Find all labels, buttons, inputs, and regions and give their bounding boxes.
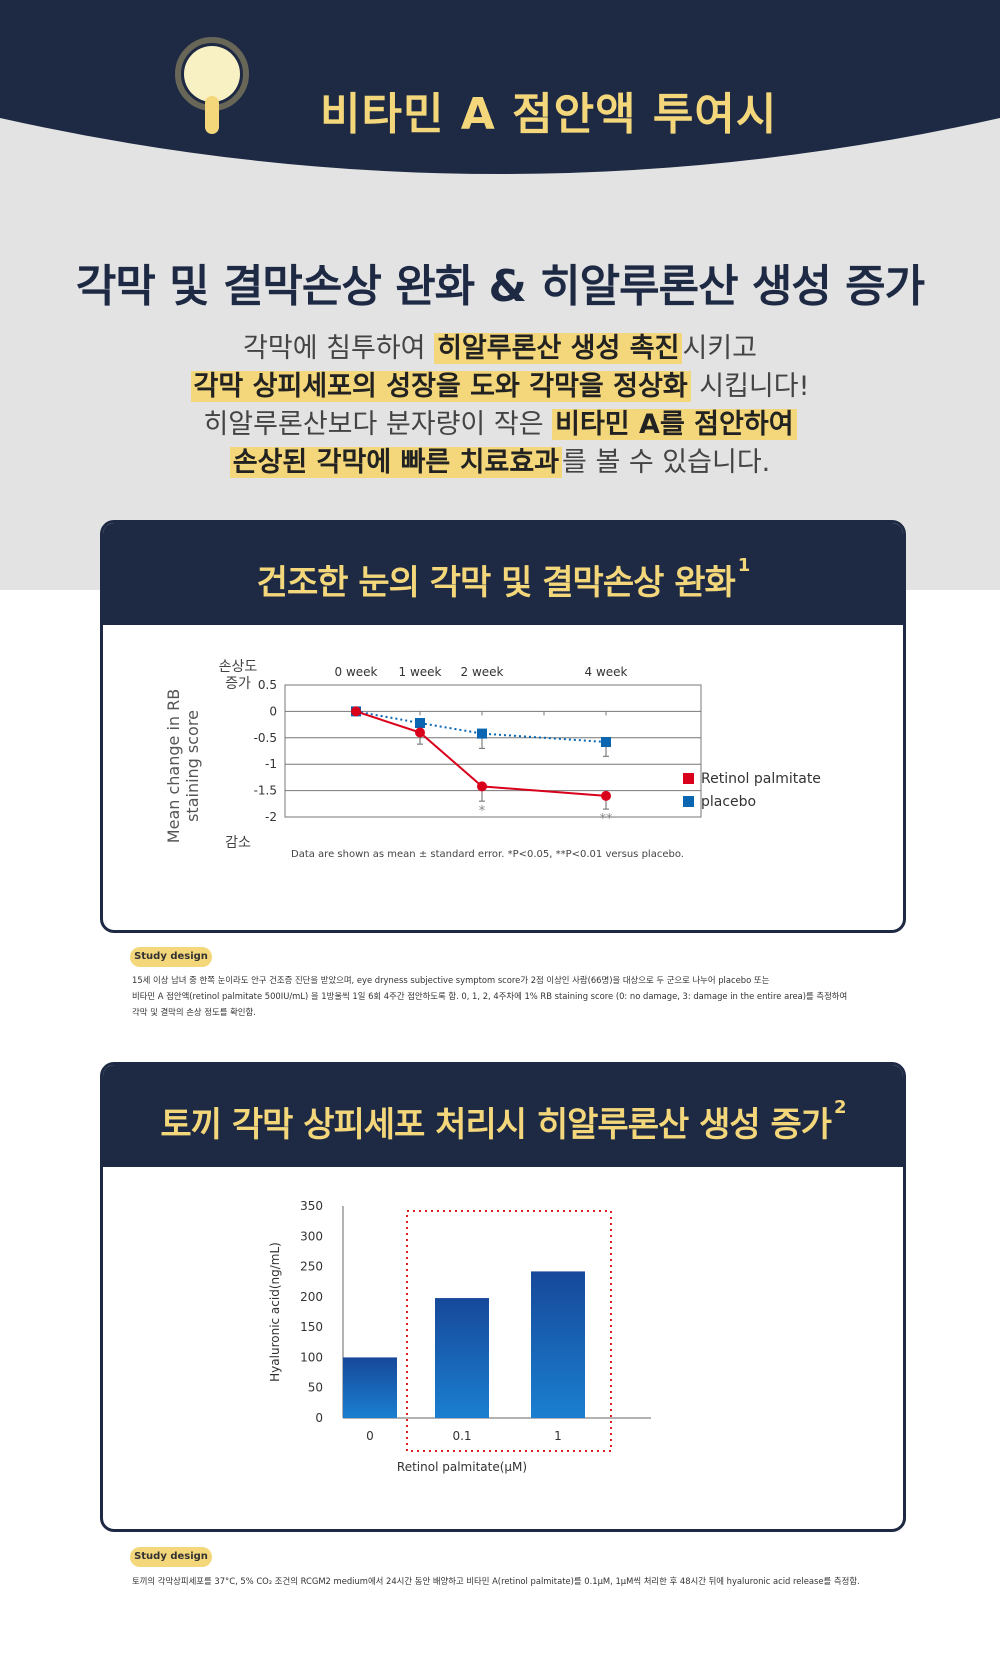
lightbulb-icon	[175, 37, 249, 134]
hero-title: 비타민 A 점안액 투여시	[320, 89, 778, 140]
week-label: 2 week	[461, 665, 504, 679]
data-point	[415, 718, 425, 729]
data-point	[477, 781, 487, 792]
card-title: 토끼 각막 상피세포 처리시 히알루론산 생성 증가 2	[160, 1097, 846, 1145]
y-tick-label: 0	[269, 704, 277, 718]
description-line-4: 손상된 각막에 빠른 치료효과 를 볼 수 있습니다.	[0, 444, 1000, 482]
study-design-text: 15세 이상 남녀 중 한쪽 눈이라도 안구 건조증 진단을 받았으며, eye…	[132, 975, 848, 1017]
card-title: 건조한 눈의 각막 및 결막손상 완화 1	[256, 555, 751, 603]
rb-staining-line-chart: 0.5 0 -0.5 -1 -1.5 -2 0 week 1 week 2 week 4 week…	[164, 659, 821, 860]
hero-banner: 비타민 A 점안액 투여시	[0, 0, 1000, 200]
corneal-damage-card: 건조한 눈의 각막 및 결막손상 완화 1 0.5 0 -0.5 -1 -1.5 -2 0 w…	[100, 520, 906, 933]
data-point	[601, 790, 611, 801]
y-tick-label: 250	[300, 1260, 323, 1274]
y-tick-label: 0	[315, 1411, 323, 1425]
card-header: 건조한 눈의 각막 및 결막손상 완화 1	[103, 523, 903, 625]
data-point	[415, 727, 425, 738]
hyaluronic-acid-bar-chart: 350 300 250 200 150 100 50 0 0 0.1 1 Hyaluronic aci…	[268, 1199, 651, 1474]
bar	[435, 1298, 489, 1418]
plot-frame	[284, 684, 702, 818]
x-axis-title: Retinol palmitate(μM)	[397, 1460, 527, 1474]
series-line	[355, 710, 607, 797]
y-axis-title-line2: staining score	[183, 710, 202, 822]
week-label: 1 week	[399, 665, 442, 679]
legend-swatch	[683, 773, 694, 784]
data-point	[351, 706, 361, 717]
y-tick-label: -1.5	[254, 784, 277, 798]
study-design-text: 토끼의 각막상피세포를 37°C, 5% CO₂ 조건의 RCGM2 mediu…	[132, 1576, 860, 1586]
y-tick-label: -2	[265, 810, 277, 824]
y-tick-label: 50	[308, 1381, 323, 1395]
study-design-badge: Study design	[130, 1547, 212, 1567]
highlight-box	[406, 1210, 612, 1452]
y-tick-label: 300	[300, 1229, 323, 1243]
significance-mark: **	[600, 812, 614, 827]
y-tick-label: 350	[300, 1199, 323, 1213]
y-tick-label: 150	[300, 1320, 323, 1334]
legend-label: placebo	[701, 794, 756, 810]
y-tick-label: 200	[300, 1290, 323, 1304]
y-bottom-label: 감소	[225, 835, 251, 851]
series-line	[355, 710, 607, 744]
description: 각막에 침투하여 히알루론산 생성 촉진 시키고 각막 상피세포의 성장을 도와 …	[0, 330, 1000, 482]
week-label: 0 week	[335, 665, 378, 679]
description-line-2: 각막 상피세포의 성장을 도와 각막을 정상화 시킵니다!	[0, 368, 1000, 406]
y-axis-title: Mean change in RBstaining score	[164, 689, 202, 843]
description-line-3: 히알루론산보다 분자량이 작은 비타민 A를 점안하여	[0, 406, 1000, 444]
hyaluronic-acid-card: 토끼 각막 상피세포 처리시 히알루론산 생성 증가 2 350 300 250 200…	[100, 1062, 906, 1532]
page-headline: 각막 및 결막손상 완화 & 히알루론산 생성 증가	[75, 261, 925, 312]
y-tick-label: 100	[300, 1350, 323, 1364]
y-tick-label: 0.5	[258, 678, 277, 692]
y-tick-label: -0.5	[254, 731, 277, 745]
y-tick-label: -1	[265, 757, 277, 771]
card-header: 토끼 각막 상피세포 처리시 히알루론산 생성 증가 2	[103, 1065, 903, 1167]
chart-note: Data are shown as mean ± standard error.…	[291, 849, 684, 860]
significance-mark: *	[479, 804, 486, 819]
legend-label: Retinol palmitate	[701, 771, 821, 787]
legend-swatch	[683, 796, 694, 807]
bar	[531, 1271, 585, 1418]
bar	[343, 1357, 397, 1418]
week-label: 4 week	[585, 665, 628, 679]
x-tick-label: 0	[366, 1429, 374, 1443]
data-point	[601, 737, 611, 748]
y-top-label-line1: 손상도	[219, 659, 258, 675]
x-tick-label: 1	[554, 1429, 562, 1443]
y-top-label-line2: 증가	[225, 676, 251, 692]
x-tick-label: 0.1	[452, 1429, 471, 1443]
y-axis-title-line1: Mean change in RB	[164, 689, 183, 843]
data-point	[477, 728, 487, 739]
hero-shape	[0, 0, 1000, 174]
study-design-badge: Study design	[130, 947, 212, 967]
y-axis-title: Hyaluronic acid(ng/mL)	[268, 1242, 282, 1382]
description-line-1: 각막에 침투하여 히알루론산 생성 촉진 시키고	[243, 333, 757, 364]
